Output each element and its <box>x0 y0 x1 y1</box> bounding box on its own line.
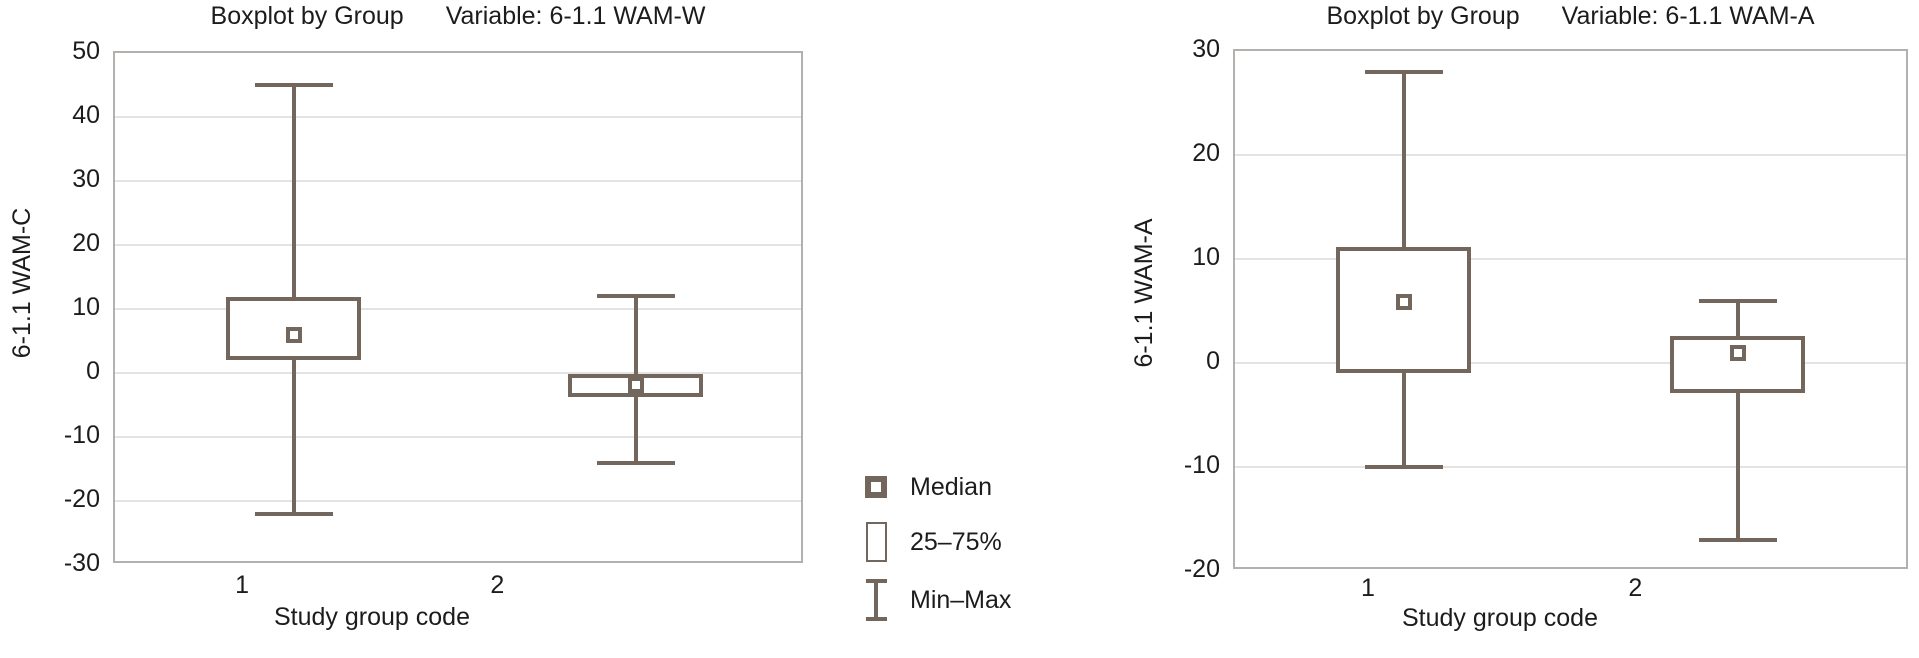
legend-icon-cell <box>862 522 890 562</box>
median-marker <box>285 326 302 343</box>
min-whisker-cap <box>1364 465 1443 469</box>
y-tick-label: 20 <box>1192 139 1220 167</box>
legend-label-iqr: 25–75% <box>910 528 1002 556</box>
legend-icon-cell <box>862 476 890 498</box>
y-gridline <box>115 436 801 438</box>
legend-item-median: Median <box>862 465 992 509</box>
y-gridline <box>115 180 801 182</box>
median-marker <box>1395 293 1412 310</box>
y-tick-label: 40 <box>72 101 100 129</box>
chart-title-main: Boxplot by Group <box>1326 2 1520 30</box>
legend-label-minmax: Min–Max <box>910 586 1012 614</box>
plot-area <box>113 51 803 563</box>
y-gridline <box>1235 362 1906 364</box>
y-gridline <box>1235 258 1906 260</box>
y-tick-label: -10 <box>1183 451 1220 479</box>
y-gridline <box>115 500 801 502</box>
plot-area <box>1233 49 1908 569</box>
x-axis-label: Study group code <box>274 603 470 631</box>
y-tick-label: 30 <box>1192 35 1220 63</box>
chart-title-main: Boxplot by Group <box>210 2 404 30</box>
legend-icon-cell <box>862 579 890 621</box>
y-tick-label: 10 <box>72 293 100 321</box>
y-tick-label: 20 <box>72 229 100 257</box>
min-whisker-cap <box>254 511 333 516</box>
y-tick-label: -30 <box>63 549 100 577</box>
y-gridline <box>115 116 801 118</box>
legend-item-iqr: 25–75% <box>862 515 1002 569</box>
y-tick-label: 50 <box>72 37 100 65</box>
y-tick-label: -20 <box>1183 555 1220 583</box>
y-tick-label: 0 <box>1206 347 1220 375</box>
x-tick-label: 2 <box>1628 574 1643 602</box>
whisker-line <box>1735 300 1740 540</box>
chart-title-variable: Variable: 6-1.1 WAM-A <box>1561 2 1815 30</box>
chart-title-variable: Variable: 6-1.1 WAM-W <box>445 2 706 30</box>
x-tick-label: 2 <box>490 571 505 599</box>
y-tick-label: -20 <box>63 485 100 513</box>
x-axis-label: Study group code <box>1402 604 1598 632</box>
y-gridline <box>1235 466 1906 468</box>
legend-label-median: Median <box>910 473 992 501</box>
y-gridline <box>115 244 801 246</box>
median-marker-icon <box>865 476 887 498</box>
iqr-box-icon <box>865 522 887 562</box>
median-marker <box>627 376 644 393</box>
y-tick-label: 0 <box>86 357 100 385</box>
max-whisker-cap <box>254 83 333 87</box>
y-tick-label: 30 <box>72 165 100 193</box>
y-gridline <box>1235 154 1906 156</box>
y-tick-label: -10 <box>63 421 100 449</box>
max-whisker-cap <box>596 294 675 299</box>
x-tick-label: 1 <box>235 571 249 599</box>
iqr-box <box>1336 246 1472 374</box>
legend-item-minmax: Min–Max <box>862 573 1011 627</box>
max-whisker-cap <box>1698 298 1777 303</box>
min-whisker-cap <box>596 460 675 465</box>
minmax-whisker-icon <box>865 579 887 621</box>
max-whisker-cap <box>1364 69 1443 74</box>
min-whisker-cap <box>1698 537 1777 542</box>
y-gridline <box>115 372 801 374</box>
x-tick-label: 1 <box>1361 574 1375 602</box>
chart-title: Boxplot by Group Variable: 6-1.1 WAM-A <box>1233 1 1908 31</box>
median-marker <box>1729 344 1746 361</box>
y-tick-label: 10 <box>1192 243 1220 271</box>
y-gridline <box>115 308 801 310</box>
chart-title: Boxplot by Group Variable: 6-1.1 WAM-W <box>113 1 803 31</box>
